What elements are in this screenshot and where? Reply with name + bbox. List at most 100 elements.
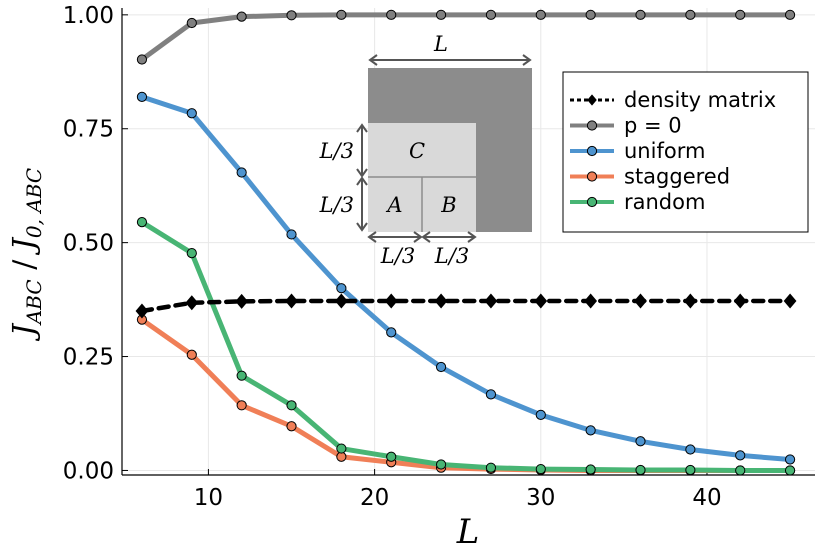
- data-point: [235, 293, 249, 309]
- ylabel-sep: /: [7, 250, 42, 279]
- data-point: [685, 444, 696, 455]
- series-uniform: [136, 91, 796, 465]
- inset-bottom-label-a: L/3: [380, 244, 415, 268]
- data-point: [285, 293, 298, 309]
- data-point: [435, 9, 447, 20]
- legend-label: uniform: [624, 139, 705, 163]
- data-point: [484, 293, 498, 309]
- series-line: [139, 219, 793, 473]
- data-point: [534, 293, 548, 309]
- inset-label-c: C: [409, 139, 425, 163]
- data-point: [286, 10, 297, 21]
- data-point: [685, 464, 696, 476]
- data-point: [735, 465, 746, 476]
- data-point: [635, 464, 646, 476]
- inset-region-a: [368, 177, 422, 232]
- data-point: [585, 9, 596, 20]
- inset-left-label-a: L/3: [319, 193, 354, 217]
- data-point: [535, 409, 546, 420]
- data-point: [136, 217, 148, 228]
- inset-geometry-diagram: C A B L L/3 L/3 L/3 L/: [319, 32, 532, 268]
- data-point: [336, 283, 347, 294]
- data-point: [386, 327, 397, 338]
- data-point: [635, 9, 646, 20]
- inset-label-a: A: [385, 193, 402, 217]
- ylabel-base: J: [7, 322, 42, 342]
- data-point: [185, 295, 199, 311]
- data-point: [386, 9, 397, 20]
- data-point: [585, 425, 596, 436]
- data-point: [386, 451, 397, 462]
- x-tick-label: 10: [194, 485, 223, 511]
- data-point: [336, 443, 347, 454]
- data-point: [584, 293, 598, 309]
- inset-bottom-label-b: L/3: [434, 244, 469, 268]
- data-point: [186, 349, 197, 360]
- inset-left-arrows: [356, 123, 368, 232]
- data-point: [635, 436, 646, 447]
- data-point: [434, 293, 448, 309]
- legend-label: p = 0: [624, 114, 682, 138]
- x-tick-label: 40: [692, 485, 721, 511]
- data-point: [784, 454, 796, 465]
- data-point: [784, 9, 796, 20]
- data-point: [236, 400, 247, 411]
- series-random: [136, 217, 796, 476]
- legend-swatch-marker: [586, 171, 598, 182]
- x-tick-label: 30: [526, 485, 555, 511]
- series-p-0: [136, 9, 796, 65]
- data-point: [585, 464, 596, 475]
- data-point: [485, 389, 497, 400]
- inset-region-b: [422, 177, 476, 232]
- axis-ticks: 10 20 30 40 0.00 0.25 0.50 0.75 1.00: [63, 3, 722, 511]
- data-point: [336, 9, 347, 20]
- data-point: [435, 459, 447, 470]
- data-point: [186, 248, 197, 259]
- series-line: [139, 298, 793, 314]
- legend-swatch-marker: [586, 120, 598, 131]
- data-point: [733, 293, 747, 309]
- data-point: [683, 293, 697, 309]
- ylabel-den-sub: 0, ABC: [22, 168, 46, 238]
- data-point: [186, 108, 197, 119]
- inset-label-b: B: [440, 193, 456, 217]
- data-point: [286, 421, 297, 432]
- data-point: [685, 9, 696, 20]
- legend-item: density matrix: [570, 88, 776, 112]
- data-point: [236, 370, 247, 381]
- legend-label: density matrix: [624, 88, 776, 112]
- x-axis-label: L: [456, 512, 480, 552]
- legend-item: staggered: [570, 165, 730, 189]
- data-point: [136, 54, 148, 65]
- y-tick-label: 0.00: [63, 458, 114, 484]
- data-point: [236, 167, 247, 178]
- data-point: [783, 293, 797, 309]
- y-tick-label: 1.00: [63, 3, 114, 29]
- data-point: [485, 9, 497, 20]
- series-line: [139, 12, 793, 62]
- series-group: [135, 9, 797, 476]
- x-tick-label: 20: [360, 485, 389, 511]
- y-axis-label: JABC / J0, ABC: [7, 168, 46, 342]
- legend-swatch-marker: [586, 196, 598, 208]
- data-point: [236, 11, 247, 22]
- inset-top-label: L: [433, 32, 448, 56]
- inset-left-label-c: L/3: [319, 139, 354, 163]
- legend-label: random: [624, 190, 705, 214]
- data-point: [634, 293, 647, 309]
- legend-item: uniform: [570, 139, 705, 163]
- svg-text:L: L: [456, 512, 480, 552]
- legend-swatch-marker: [586, 145, 598, 157]
- data-point: [186, 17, 197, 29]
- data-point: [286, 400, 297, 411]
- ylabel-num-sub: ABC: [22, 279, 46, 326]
- data-point: [784, 465, 796, 476]
- data-point: [535, 9, 546, 20]
- y-tick-label: 0.25: [63, 345, 114, 371]
- data-point: [735, 9, 746, 20]
- axes: [121, 8, 815, 476]
- legend-item: p = 0: [570, 114, 682, 138]
- series-line: [139, 94, 793, 463]
